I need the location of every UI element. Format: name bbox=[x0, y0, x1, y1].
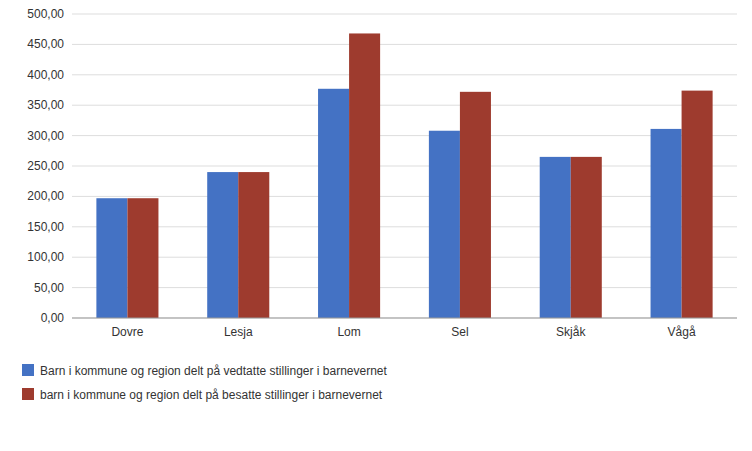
legend: Barn i kommune og region delt på vedtatt… bbox=[22, 364, 388, 402]
bar bbox=[429, 131, 460, 318]
x-tick-label: Vågå bbox=[668, 325, 696, 339]
bar bbox=[238, 172, 269, 318]
x-tick-label: Lesja bbox=[224, 325, 253, 339]
bar bbox=[651, 129, 682, 318]
bar bbox=[349, 33, 380, 318]
grid-line bbox=[72, 226, 737, 227]
grid-line bbox=[72, 257, 737, 258]
legend-swatch bbox=[22, 388, 34, 400]
grid-line bbox=[72, 135, 737, 136]
x-axis-line bbox=[72, 318, 737, 319]
grid-line bbox=[72, 318, 737, 319]
grid-line bbox=[72, 196, 737, 197]
y-tick-label: 0,00 bbox=[41, 311, 65, 325]
x-tick-label: Sel bbox=[451, 325, 468, 339]
grid-line bbox=[72, 287, 737, 288]
bar bbox=[318, 89, 349, 318]
grid-line bbox=[72, 166, 737, 167]
legend-label: barn i kommune og region delt på besatte… bbox=[40, 388, 383, 402]
grid-line bbox=[72, 14, 737, 15]
bars bbox=[96, 33, 712, 318]
bar bbox=[207, 172, 238, 318]
y-tick-label: 250,00 bbox=[27, 159, 64, 173]
y-tick-label: 100,00 bbox=[27, 250, 64, 264]
y-tick-label: 450,00 bbox=[27, 37, 64, 51]
bar bbox=[682, 91, 713, 318]
x-tick-label: Lom bbox=[337, 325, 360, 339]
x-tick-label: Skjåk bbox=[556, 325, 586, 339]
legend-label: Barn i kommune og region delt på vedtatt… bbox=[40, 364, 388, 378]
bar bbox=[460, 92, 491, 318]
grid-line bbox=[72, 105, 737, 106]
y-tick-label: 200,00 bbox=[27, 189, 64, 203]
bar bbox=[96, 198, 127, 318]
bar bbox=[127, 198, 158, 318]
grid-line bbox=[72, 74, 737, 75]
bar bbox=[571, 157, 602, 318]
y-tick-label: 500,00 bbox=[27, 7, 64, 21]
y-tick-label: 400,00 bbox=[27, 68, 64, 82]
grid-line bbox=[72, 44, 737, 45]
legend-swatch bbox=[22, 364, 34, 376]
chart-container: 0,00 50,00 100,00 150,00 200,00 250,00 300,00 3… bbox=[0, 0, 752, 451]
x-tick-label: Dovre bbox=[111, 325, 143, 339]
chart: 0,00 50,00 100,00 150,00 200,00 250,00 300,00 3… bbox=[0, 0, 752, 451]
bar bbox=[540, 157, 571, 318]
grid bbox=[72, 14, 737, 318]
y-tick-label: 50,00 bbox=[34, 281, 64, 295]
y-tick-label: 150,00 bbox=[27, 220, 64, 234]
y-tick-label: 350,00 bbox=[27, 98, 64, 112]
y-tick-label: 300,00 bbox=[27, 129, 64, 143]
